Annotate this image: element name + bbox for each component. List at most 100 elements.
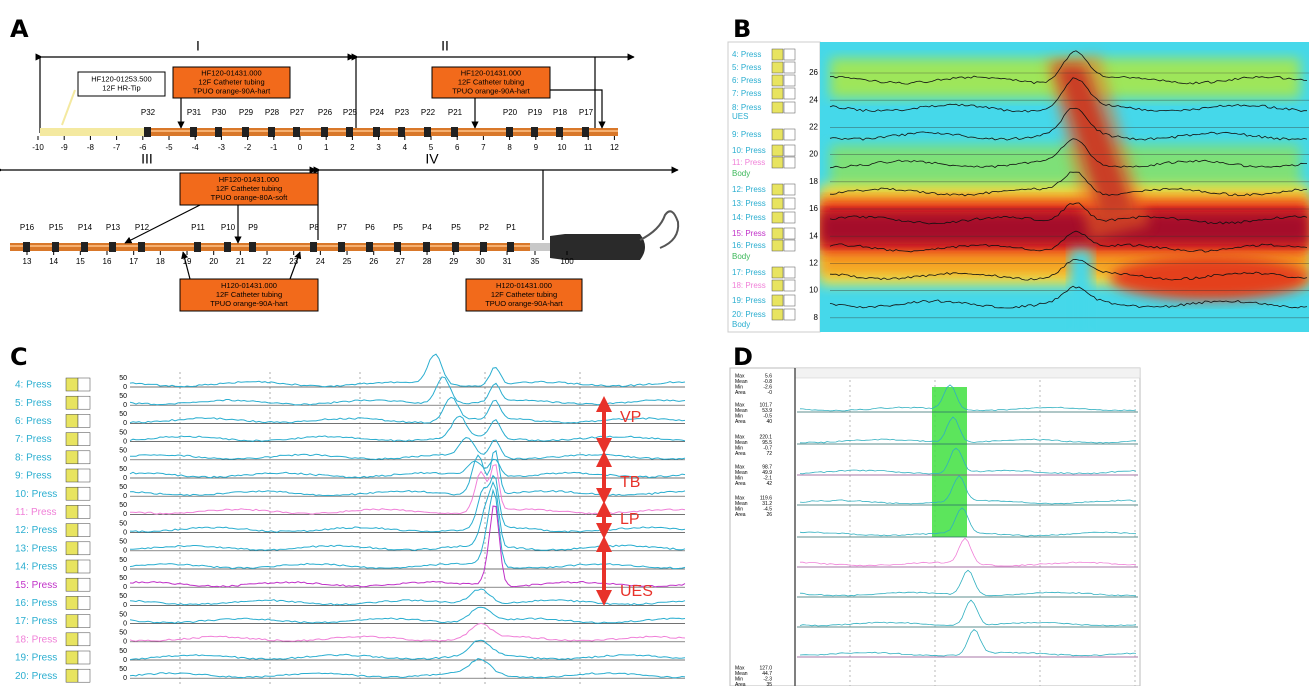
channel-icon bbox=[77, 632, 91, 647]
channel-label: 7: Press bbox=[15, 434, 52, 445]
pressure-trace bbox=[130, 437, 686, 461]
stat-name: Area bbox=[735, 481, 746, 487]
stat-name: Mean bbox=[735, 501, 748, 507]
scale-label: 0 bbox=[123, 675, 127, 682]
scale-label: 22 bbox=[263, 257, 272, 266]
sensor-label: P10 bbox=[221, 223, 236, 232]
stat-name: Max bbox=[735, 373, 745, 379]
stat-value: -0.8 bbox=[763, 379, 772, 385]
stat-value: 40 bbox=[766, 419, 772, 425]
pressure-trace bbox=[129, 606, 686, 624]
contour bbox=[829, 285, 1308, 309]
stat-value: 26 bbox=[766, 512, 772, 518]
annotation: UES bbox=[620, 583, 653, 600]
channel-icon bbox=[771, 101, 784, 114]
pressure-trace bbox=[799, 628, 1137, 657]
channel-label: 10: Press bbox=[15, 489, 57, 500]
channel-icon bbox=[77, 432, 91, 446]
channel-icon bbox=[783, 101, 796, 114]
sensor-band bbox=[190, 127, 197, 137]
scale-label: 4 bbox=[403, 143, 408, 152]
scale-label: 0 bbox=[123, 529, 127, 536]
part-text: HF120-01253.500 bbox=[91, 74, 151, 83]
heat-blob bbox=[1070, 250, 1092, 332]
stat-name: Min bbox=[735, 445, 743, 451]
scale-label: 50 bbox=[119, 502, 127, 509]
pressure-trace bbox=[129, 480, 686, 551]
channel-label: 8: Press bbox=[15, 452, 52, 463]
channel-label: 11: Press bbox=[15, 507, 57, 518]
stat-name: Area bbox=[735, 390, 746, 396]
channel-label: 20: Press bbox=[15, 671, 57, 682]
channel-icon bbox=[771, 266, 784, 279]
sensor-band bbox=[373, 127, 380, 137]
channel-label: Body bbox=[732, 252, 750, 261]
channel-icon bbox=[771, 61, 784, 74]
stat-value: -2.1 bbox=[763, 475, 772, 481]
channel-label: 16: Press bbox=[15, 598, 57, 609]
channel-label: 5: Press bbox=[15, 398, 52, 409]
scale-label: 50 bbox=[119, 648, 127, 655]
channel-label: 6: Press bbox=[732, 76, 761, 85]
stat-value: 49.9 bbox=[762, 470, 772, 476]
contour bbox=[829, 50, 1308, 85]
scale-label: 27 bbox=[396, 257, 405, 266]
scale-label: 0 bbox=[123, 548, 127, 555]
scale-label: 18 bbox=[156, 257, 165, 266]
sensor-band bbox=[423, 242, 430, 252]
scale-label: -4 bbox=[192, 143, 200, 152]
scale-label: 25 bbox=[343, 257, 352, 266]
channel-icon bbox=[771, 227, 784, 240]
channel-icon bbox=[783, 197, 796, 210]
sensor-band bbox=[144, 127, 151, 137]
sensor-label: P24 bbox=[370, 108, 385, 117]
pressure-trace bbox=[129, 658, 686, 679]
sensor-band bbox=[321, 127, 328, 137]
y-tick-label: 16 bbox=[809, 204, 818, 213]
arrow bbox=[181, 251, 191, 280]
scale-label: 50 bbox=[119, 520, 127, 527]
channel-label: 15: Press bbox=[732, 229, 766, 238]
scale-label: 50 bbox=[119, 448, 127, 455]
scale-label: 100 bbox=[560, 257, 574, 266]
part-text: H120-01431.000 bbox=[496, 281, 552, 290]
stat-value: 127.0 bbox=[759, 665, 772, 671]
channel-icon bbox=[77, 614, 91, 628]
sensor-label: P13 bbox=[106, 223, 121, 232]
pressure-trace bbox=[799, 416, 1136, 444]
channel-icon bbox=[65, 577, 79, 592]
sensor-band bbox=[52, 242, 59, 252]
pressure-trace bbox=[800, 537, 1137, 567]
part-box bbox=[77, 71, 166, 97]
sensor-label: P20 bbox=[503, 108, 518, 117]
scale-label: -8 bbox=[87, 143, 95, 152]
scale-label: 50 bbox=[119, 484, 127, 491]
scale-label: 0 bbox=[123, 384, 127, 391]
channel-icon bbox=[771, 197, 784, 210]
channel-label: 18: Press bbox=[15, 634, 57, 645]
sensor-label: P23 bbox=[395, 108, 410, 117]
sensor-band bbox=[394, 242, 401, 252]
panel-label: D bbox=[733, 343, 753, 371]
panel-label: B bbox=[733, 15, 751, 43]
channel-label: 5: Press bbox=[732, 63, 761, 72]
sensor-band bbox=[138, 242, 145, 252]
part-text: 12F HR-Tip bbox=[102, 83, 140, 92]
sensor-label: P26 bbox=[318, 108, 333, 117]
stat-name: Mean bbox=[735, 379, 748, 385]
sensor-band bbox=[293, 127, 300, 137]
channel-icon bbox=[77, 468, 91, 483]
sensor-label: P16 bbox=[20, 223, 35, 232]
scale-label: 17 bbox=[129, 257, 138, 266]
channel-icon bbox=[65, 395, 79, 410]
annotation: VP bbox=[620, 409, 641, 426]
sensor-label: P9 bbox=[248, 223, 258, 232]
stat-name: Area bbox=[735, 682, 746, 686]
sensor-label: P21 bbox=[448, 108, 463, 117]
stat-value: 42 bbox=[766, 481, 772, 487]
stat-name: Min bbox=[735, 506, 743, 512]
panel-b: 26 24 22 20 18 16 14 12 10 8 4: Press 5: Press 6: Pr… bbox=[727, 41, 1309, 333]
heatmap bbox=[820, 42, 1309, 332]
section-label: IV bbox=[425, 151, 439, 167]
